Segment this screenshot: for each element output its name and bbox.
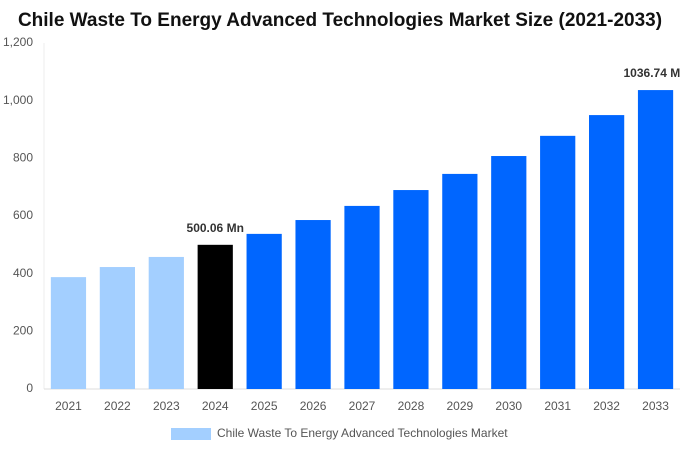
x-tick-label: 2025 [251, 399, 278, 413]
bar [589, 115, 625, 389]
y-tick-label: 0 [26, 381, 33, 395]
bar [442, 173, 478, 389]
x-tick-label: 2030 [495, 399, 522, 413]
y-tick-label: 200 [13, 324, 33, 338]
legend-label: Chile Waste To Energy Advanced Technolog… [217, 426, 508, 440]
legend-swatch [171, 428, 211, 440]
bar [246, 233, 282, 389]
bar [344, 205, 380, 389]
x-tick-label: 2031 [544, 399, 571, 413]
bar [393, 190, 429, 389]
x-tick-label: 2033 [642, 399, 669, 413]
bar [491, 156, 527, 389]
bar [197, 244, 233, 389]
x-tick-label: 2022 [104, 399, 131, 413]
bar [295, 220, 331, 389]
x-tick-label: 2027 [349, 399, 376, 413]
x-tick-label: 2023 [153, 399, 180, 413]
x-tick-label: 2028 [398, 399, 425, 413]
x-tick-label: 2029 [446, 399, 473, 413]
bar [148, 256, 184, 389]
x-tick-label: 2026 [300, 399, 327, 413]
x-tick-label: 2021 [55, 399, 82, 413]
y-tick-label: 400 [13, 266, 33, 280]
y-tick-label: 1,200 [3, 35, 33, 49]
y-tick-label: 1,000 [3, 93, 33, 107]
bar [99, 267, 135, 389]
bar [637, 90, 674, 389]
y-tick-label: 800 [13, 151, 33, 165]
x-tick-label: 2032 [593, 399, 620, 413]
x-tick-label: 2024 [202, 399, 229, 413]
value-label: 1036.74 Mn [624, 66, 680, 80]
chart-title: Chile Waste To Energy Advanced Technolog… [18, 10, 662, 31]
bar [50, 277, 87, 389]
bar [540, 135, 576, 389]
value-label: 500.06 Mn [187, 221, 244, 235]
y-tick-label: 600 [13, 208, 33, 222]
